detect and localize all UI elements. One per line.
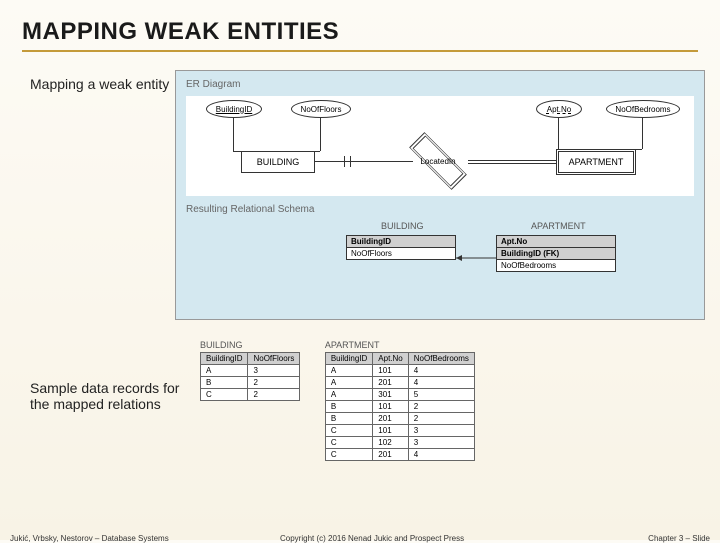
sample-data: BUILDING BuildingIDNoOfFloors A3 B2 C2 A… <box>200 340 600 461</box>
footer-left: Jukić, Vrbsky, Nestorov – Database Syste… <box>10 534 169 543</box>
relationship-locatedin: LocatedIn <box>411 146 465 176</box>
schema-label: Resulting Relational Schema <box>186 204 694 215</box>
fk-arrow-icon <box>456 249 496 267</box>
subtitle-mapping: Mapping a weak entity <box>30 76 170 92</box>
attr-nooffloors: NoOfFloors <box>291 100 351 118</box>
data-apartment-block: APARTMENT BuildingIDApt.NoNoOfBedrooms A… <box>325 340 475 461</box>
subtitle-sample: Sample data records for the mapped relat… <box>30 380 180 412</box>
diagram-container: ER Diagram BuildingID NoOfFloors Apt.No … <box>175 70 705 320</box>
entity-apartment: APARTMENT <box>556 149 636 175</box>
data-apartment-table: BuildingIDApt.NoNoOfBedrooms A1014 A2014… <box>325 352 475 461</box>
er-label: ER Diagram <box>186 79 694 90</box>
entity-building: BUILDING <box>241 151 315 173</box>
data-building-table: BuildingIDNoOfFloors A3 B2 C2 <box>200 352 300 401</box>
schema-apartment-name: APARTMENT <box>531 221 586 231</box>
footer-center: Copyright (c) 2016 Nenad Jukic and Prosp… <box>280 534 464 543</box>
schema-building-name: BUILDING <box>381 221 424 231</box>
attr-aptno: Apt.No <box>536 100 582 118</box>
slide-title: MAPPING WEAK ENTITIES <box>22 18 698 52</box>
schema-building-table: BuildingID NoOfFloors <box>346 235 456 260</box>
schema-apartment-table: Apt.No BuildingID (FK) NoOfBedrooms <box>496 235 616 272</box>
schema-diagram: BUILDING BuildingID NoOfFloors APARTMENT… <box>186 221 694 331</box>
attr-buildingid: BuildingID <box>206 100 262 118</box>
attr-noofbedrooms: NoOfBedrooms <box>606 100 680 118</box>
footer-right: Chapter 3 – Slide <box>648 534 710 543</box>
data-building-block: BUILDING BuildingIDNoOfFloors A3 B2 C2 <box>200 340 300 401</box>
er-diagram: BuildingID NoOfFloors Apt.No NoOfBedroom… <box>186 96 694 196</box>
